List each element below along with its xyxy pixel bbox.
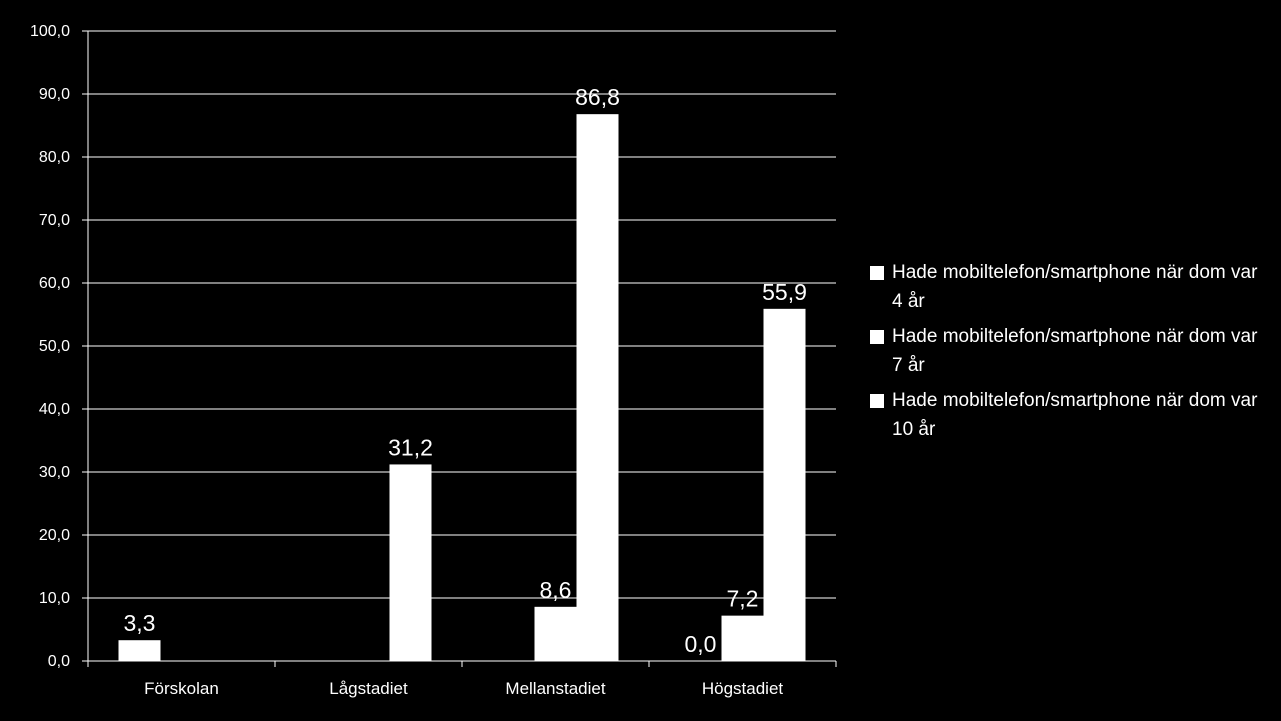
legend-item-10-years: Hade mobiltelefon/smartphone när dom var…	[870, 386, 1270, 444]
bar	[763, 308, 806, 661]
data-label: 0,0	[685, 631, 717, 657]
data-label: 31,2	[388, 434, 433, 460]
y-tick-label: 50,0	[39, 338, 70, 355]
bar	[721, 615, 764, 661]
y-tick-label: 40,0	[39, 401, 70, 418]
legend-label: Hade mobiltelefon/smartphone när dom var…	[892, 262, 1258, 312]
y-tick-label: 90,0	[39, 86, 70, 103]
y-tick-label: 10,0	[39, 590, 70, 607]
bar	[534, 606, 577, 661]
y-tick-label: 0,0	[48, 653, 70, 670]
y-tick-label: 70,0	[39, 212, 70, 229]
x-tick-label: Lågstadiet	[329, 679, 408, 698]
data-label: 86,8	[575, 84, 620, 110]
legend-label: Hade mobiltelefon/smartphone när dom var…	[892, 390, 1258, 440]
legend-item-4-years: Hade mobiltelefon/smartphone när dom var…	[870, 258, 1270, 316]
bar	[576, 114, 619, 661]
y-tick-label: 80,0	[39, 149, 70, 166]
y-tick-label: 20,0	[39, 527, 70, 544]
y-tick-label: 60,0	[39, 275, 70, 292]
bar	[118, 640, 161, 661]
data-label: 3,3	[124, 610, 156, 636]
legend-item-7-years: Hade mobiltelefon/smartphone när dom var…	[870, 322, 1270, 380]
x-tick-label: Förskolan	[144, 679, 219, 698]
data-label: 8,6	[540, 577, 572, 603]
legend: Hade mobiltelefon/smartphone när dom var…	[870, 258, 1270, 450]
legend-swatch	[870, 266, 884, 280]
legend-swatch	[870, 330, 884, 344]
x-tick-label: Mellanstadiet	[505, 679, 605, 698]
x-tick-label: Högstadiet	[702, 679, 784, 698]
legend-label: Hade mobiltelefon/smartphone när dom var…	[892, 326, 1258, 376]
data-label: 7,2	[727, 586, 759, 612]
bar	[389, 464, 432, 661]
legend-swatch	[870, 394, 884, 408]
y-tick-label: 30,0	[39, 464, 70, 481]
data-label: 55,9	[762, 279, 807, 305]
y-tick-label: 100,0	[30, 23, 70, 40]
